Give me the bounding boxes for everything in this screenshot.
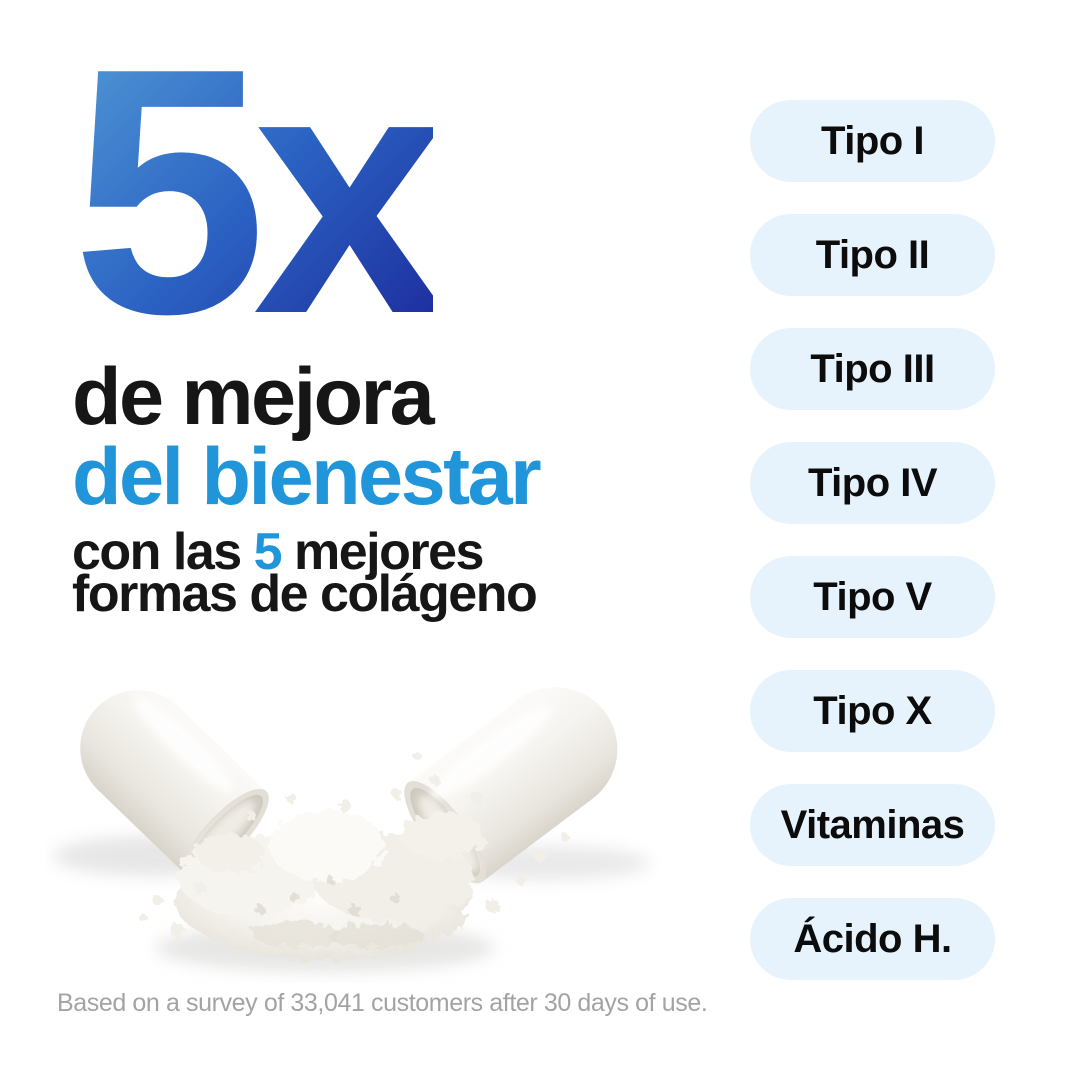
subheadline-pre: con las — [72, 523, 254, 581]
badge-label: Tipo V — [813, 574, 932, 619]
headline: de mejora del bienestar — [72, 352, 542, 522]
subheadline-line1: con las 5 mejores — [72, 526, 536, 578]
badge-tipo-iii: Tipo III — [750, 328, 995, 410]
capsule-powder-image — [53, 687, 650, 972]
subheadline-line2: formas de colágeno — [72, 565, 538, 623]
badge-label: Tipo X — [813, 688, 932, 733]
subheadline: con las 5 mejores formas de colágeno — [72, 526, 538, 623]
badge-label: Tipo III — [810, 346, 935, 391]
subheadline-highlight: 5 — [253, 523, 283, 581]
badge-label: Tipo IV — [807, 460, 938, 505]
disclaimer: Based on a survey of 33,041 customers af… — [57, 989, 708, 1017]
badge-label: Vitaminas — [780, 802, 965, 847]
badge-label: Tipo II — [815, 232, 930, 277]
badge-vitaminas: Vitaminas — [750, 784, 995, 866]
headline-line2: del bienestar — [72, 432, 542, 522]
badge-acido-h: Ácido H. — [750, 898, 995, 980]
badge-list: Tipo I Tipo II Tipo III Tipo IV Tipo V T… — [750, 100, 995, 980]
subheadline-post: mejores — [281, 523, 484, 581]
badge-tipo-v: Tipo V — [750, 556, 995, 638]
badge-tipo-iv: Tipo IV — [750, 442, 995, 524]
badge-label: Ácido H. — [793, 916, 952, 961]
multiplier-headline: 5x — [72, 0, 447, 387]
badge-tipo-ii: Tipo II — [750, 214, 995, 296]
badge-tipo-x: Tipo X — [750, 670, 995, 752]
headline-line1: de mejora — [72, 352, 435, 442]
badge-label: Tipo I — [821, 118, 924, 163]
badge-tipo-i: Tipo I — [750, 100, 995, 182]
